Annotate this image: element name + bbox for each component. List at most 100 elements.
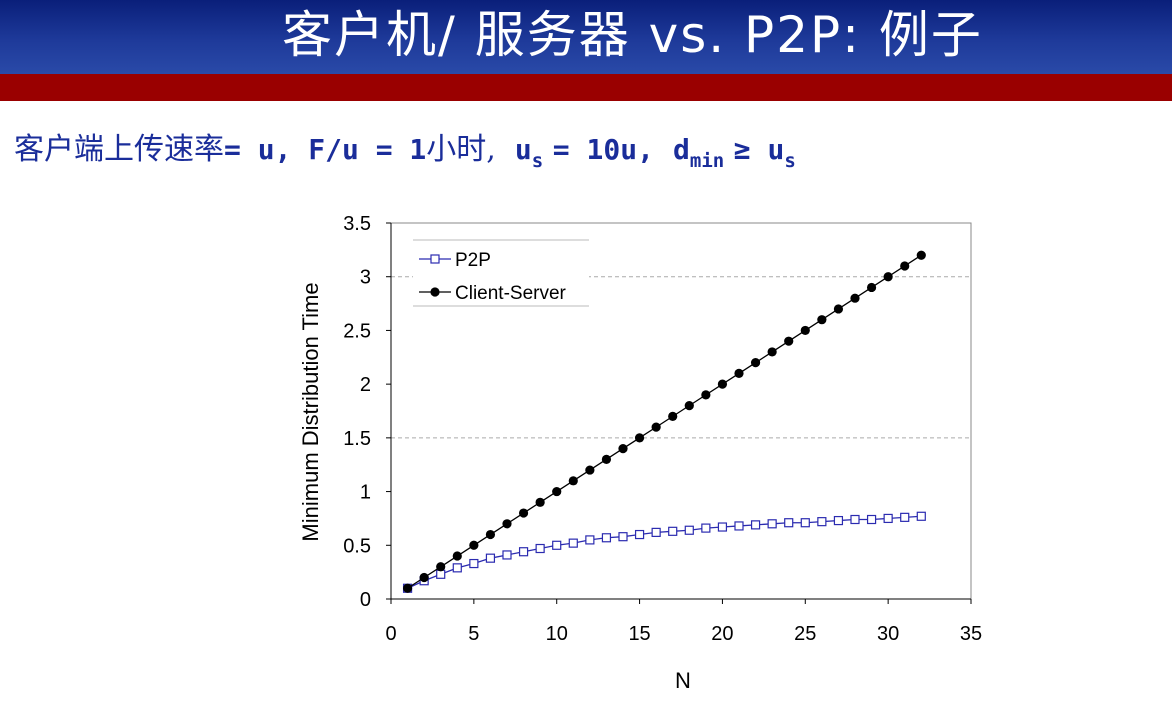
slide-title: 客户机/ 服务器 vs. P2P: 例子 [282,6,983,64]
client-server-point [485,529,496,540]
header-red-band [0,74,1172,101]
client-server-point [568,476,578,486]
y-tick-label: 2 [360,374,371,396]
client-server-point [535,497,545,507]
legend-cs-marker [430,287,440,297]
p2p-point [767,519,777,529]
client-server-point [601,454,612,464]
p2p-point [518,547,529,557]
p2p-point [651,527,661,537]
subtitle-part-1: 客户端上传速率 [14,132,224,167]
y-tick-label: 3.5 [343,213,371,235]
x-tick-label: 0 [385,623,396,645]
y-tick-label: 0 [360,589,371,611]
client-server-point [767,347,777,357]
client-server-point [750,358,761,368]
x-tick-label: 5 [468,623,479,645]
client-server-point [402,583,413,593]
p2p-point [900,512,910,522]
client-server-point [784,336,794,346]
subtitle-part-3: 小时, [426,132,496,167]
p2p-point [469,558,479,569]
x-tick-label: 35 [960,623,982,645]
client-server-point [436,562,446,572]
legend-label-client-server: Client-Server [455,283,567,304]
y-tick-label: 0.5 [343,535,371,557]
slide-subtitle: 客户端上传速率= u, F/u = 1小时, us = 10u, dmin ≥ … [14,130,796,181]
p2p-point [601,533,612,543]
y-tick-label: 1.5 [343,428,371,450]
client-server-point [585,465,595,475]
p2p-point [817,517,827,527]
grid-lines [391,276,971,439]
client-server-point [618,444,628,454]
subtitle-us-symbol: us [514,133,544,172]
x-tick-label: 20 [711,623,733,645]
y-tick-label: 3 [360,267,371,289]
client-server-point [883,272,893,282]
client-server-point [833,304,844,314]
client-server-point [502,519,512,529]
p2p-point [452,563,462,573]
y-tick-label: 1 [360,482,371,504]
client-server-point [900,261,910,271]
legend-box [413,240,589,306]
client-server-point [452,551,462,561]
legend-p2p-marker [430,254,440,264]
p2p-point [866,514,877,525]
p2p-point [552,540,562,550]
client-server-point [717,379,728,389]
p2p-point [883,513,893,524]
client-server-point [684,401,694,411]
y-tick-label: 2.5 [343,320,371,342]
p2p-point [750,520,761,530]
x-tick-label: 25 [794,623,816,645]
axes: 0 0.5 1 1.5 2 2.5 3 3.5 0 5 10 15 20 25 30 35 [343,213,982,645]
client-server-point [916,250,926,260]
p2p-point [618,532,628,542]
client-server-point [469,540,479,550]
p2p-point [800,518,810,528]
client-server-point [634,433,645,443]
subtitle-part-7: ≥ us [733,133,796,172]
legend: P2P Client-Server [413,239,589,307]
client-server-point [518,508,529,518]
p2p-point [734,521,744,531]
client-server-point [668,411,678,421]
client-server-point [800,325,810,336]
p2p-point [850,514,860,525]
x-axis-label: N [675,668,691,693]
subtitle-dmin-symbol: dmin [673,133,725,172]
p2p-point [916,511,926,521]
p2p-point [502,550,512,560]
client-server-point [866,282,877,293]
client-server-point [850,293,860,303]
client-server-point [817,315,827,325]
p2p-point [568,538,578,548]
p2p-point [668,526,678,536]
slide-header: 客户机/ 服务器 vs. P2P: 例子 [0,0,1172,74]
x-tick-label: 10 [546,623,568,645]
x-tick-label: 15 [628,623,650,645]
legend-label-p2p: P2P [455,250,491,271]
p2p-point [436,569,446,579]
p2p-point [485,553,496,563]
client-server-point [701,390,711,400]
p2p-point [535,543,545,554]
client-server-point [651,422,661,432]
p2p-point [684,525,694,535]
subtitle-part-2: = u, F/u = 1 [224,133,427,166]
series-layer [402,250,926,593]
client-server-point [552,486,562,497]
x-tick-label: 30 [877,623,899,645]
client-server-point [419,572,429,583]
p2p-point [784,518,794,528]
y-axis-label: Minimum Distribution Time [298,282,323,541]
client-server-point [734,368,744,378]
subtitle-part-5: = 10u, [552,133,654,166]
p2p-point [701,523,711,533]
p2p-point [717,522,728,532]
p2p-point [833,515,844,526]
p2p-point [585,535,595,545]
